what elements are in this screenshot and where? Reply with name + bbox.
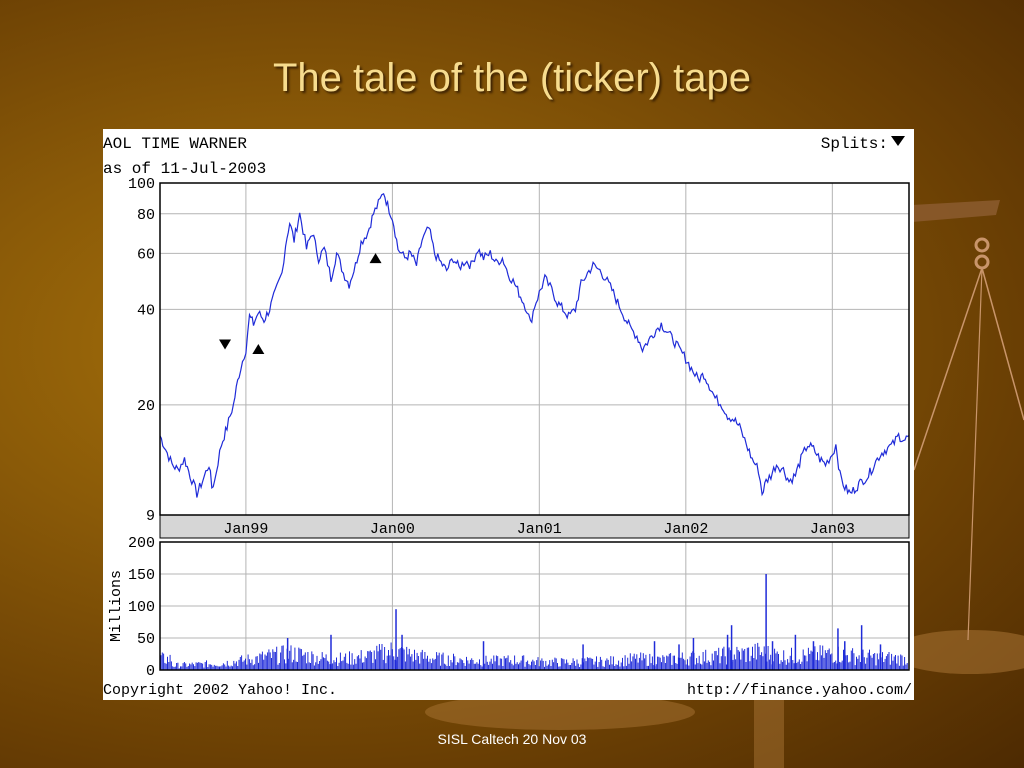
price-line (159, 192, 910, 498)
volume-axis-label: Millions (108, 570, 125, 642)
chevron-down-icon[interactable] (891, 136, 905, 146)
price-tick-label: 80 (137, 207, 155, 224)
scale-string-center (967, 267, 983, 641)
source-url-link[interactable]: http://finance.yahoo.com/ (687, 682, 912, 699)
stock-chart-svg: 9 20 40 60 80 100 0 50 100 150 200 Jan99 Jan00 Jan0… (103, 135, 912, 699)
scale-chain-link-2 (974, 254, 990, 270)
volume-bars (160, 574, 908, 670)
price-tick-label: 40 (137, 302, 155, 319)
price-tick-label: 9 (146, 508, 155, 525)
price-tick-label: 60 (137, 246, 155, 263)
volume-tick-label: 150 (128, 567, 155, 584)
price-tick-label: 100 (128, 176, 155, 193)
x-tick-label: Jan01 (517, 521, 562, 538)
x-tick-labels: Jan99 Jan00 Jan01 Jan02 Jan03 (223, 521, 854, 538)
splits-label[interactable]: Splits: (821, 135, 888, 153)
x-tick-label: Jan03 (810, 521, 855, 538)
x-tick-label: Jan00 (370, 521, 415, 538)
volume-y-tick-labels: 0 50 100 150 200 (128, 535, 155, 680)
split-marker-up-icon (252, 344, 265, 354)
split-marker-down-icon (219, 339, 232, 350)
copyright-text: Copyright 2002 Yahoo! Inc. (103, 682, 337, 699)
chart-title: AOL TIME WARNER (103, 135, 247, 153)
price-plot-frame (159, 182, 910, 516)
volume-tick-label: 100 (128, 599, 155, 616)
scale-pan-left (425, 694, 695, 730)
scale-beam (912, 200, 1000, 222)
price-y-tick-labels: 9 20 40 60 80 100 (128, 176, 155, 525)
price-gridlines (160, 182, 909, 516)
scale-column (754, 695, 784, 768)
volume-tick-label: 0 (146, 663, 155, 680)
volume-plot-frame (159, 541, 910, 671)
scale-string-left (913, 267, 983, 471)
stock-chart-panel: 9 20 40 60 80 100 0 50 100 150 200 Jan99 Jan00 Jan0… (103, 129, 914, 700)
price-tick-label: 20 (137, 398, 155, 415)
x-tick-label: Jan99 (223, 521, 268, 538)
scale-string-right (981, 267, 1024, 421)
scale-chain-link-1 (974, 237, 990, 253)
slide-title: The tale of the (ticker) tape (272, 56, 751, 100)
chart-subtitle: as of 11-Jul-2003 (103, 160, 266, 178)
x-tick-label: Jan02 (663, 521, 708, 538)
split-markers (219, 253, 382, 354)
split-marker-up-icon (369, 253, 382, 264)
slide-footer: SISL Caltech 20 Nov 03 (437, 731, 587, 747)
volume-tick-label: 200 (128, 535, 155, 552)
scale-pan-right (890, 630, 1024, 674)
volume-tick-label: 50 (137, 631, 155, 648)
